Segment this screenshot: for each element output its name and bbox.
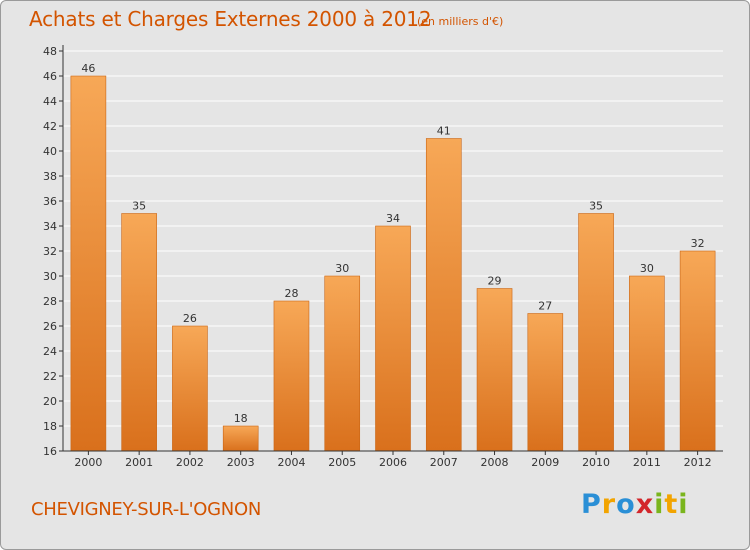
- y-tick-label: 48: [43, 45, 57, 58]
- bar-2008: [476, 288, 513, 452]
- bar-2001: [121, 213, 157, 452]
- x-tick-label: 2005: [328, 456, 356, 469]
- bar-2011: [629, 275, 665, 452]
- bar-2003: [222, 425, 259, 452]
- x-tick-label: 2010: [582, 456, 610, 469]
- x-tick-label: 2007: [430, 456, 458, 469]
- y-tick-label: 36: [43, 195, 57, 208]
- x-tick-label: 2012: [684, 456, 712, 469]
- x-tick-label: 2009: [531, 456, 559, 469]
- logo-letter: o: [616, 489, 636, 520]
- bar-2010: [578, 213, 614, 452]
- proxiti-logo: Proxiti: [581, 489, 689, 520]
- x-tick-label: 2008: [481, 456, 509, 469]
- data-label: 18: [234, 412, 248, 425]
- x-tick-label: 2001: [125, 456, 153, 469]
- logo-letter: t: [664, 489, 679, 520]
- bar-2005: [324, 275, 361, 452]
- y-tick-label: 18: [43, 420, 57, 433]
- x-tick-label: 2000: [74, 456, 102, 469]
- y-tick-label: 44: [43, 95, 57, 108]
- data-label: 28: [284, 287, 298, 300]
- data-label: 41: [437, 125, 451, 138]
- data-label: 35: [589, 200, 603, 213]
- y-tick-label: 34: [43, 220, 57, 233]
- data-label: 29: [488, 275, 502, 288]
- x-tick-label: 2006: [379, 456, 407, 469]
- y-tick-label: 42: [43, 120, 57, 133]
- y-tick-label: 32: [43, 245, 57, 258]
- y-tick-label: 38: [43, 170, 57, 183]
- bar-2007: [425, 138, 462, 452]
- x-tick-label: 2011: [633, 456, 661, 469]
- bar-2006: [375, 225, 411, 452]
- bar-2002: [172, 325, 208, 452]
- bars: [70, 75, 716, 452]
- logo-letter: i: [654, 489, 665, 520]
- data-label: 34: [386, 212, 400, 225]
- logo-letter: x: [635, 489, 655, 520]
- x-tick-label: 2002: [176, 456, 204, 469]
- bar-2000: [70, 75, 107, 452]
- y-tick-label: 22: [43, 370, 57, 383]
- commune-name: CHEVIGNEY-SUR-L'OGNON: [31, 499, 262, 520]
- y-tick-label: 46: [43, 70, 57, 83]
- data-label: 35: [132, 200, 146, 213]
- y-tick-label: 28: [43, 295, 57, 308]
- labels: 16 18 20 22 24 26 28 30 32 34 36 38 40 42 44 46 48 46 2000…: [43, 45, 712, 469]
- data-label: 30: [640, 262, 654, 275]
- axes: [59, 45, 723, 455]
- data-label: 46: [81, 62, 95, 75]
- bar-2009: [527, 313, 564, 452]
- y-tick-label: 30: [43, 270, 57, 283]
- data-label: 30: [335, 262, 349, 275]
- chart-unit-note: (en milliers d'€): [417, 15, 504, 28]
- y-tick-label: 16: [43, 445, 57, 458]
- logo-letter: r: [601, 489, 617, 520]
- y-tick-label: 24: [43, 345, 57, 358]
- y-tick-label: 26: [43, 320, 57, 333]
- chart-title: Achats et Charges Externes 2000 à 2012: [29, 7, 432, 31]
- data-label: 27: [538, 300, 552, 313]
- x-tick-label: 2003: [227, 456, 255, 469]
- bar-2004: [273, 300, 310, 452]
- bar-2012: [679, 250, 716, 452]
- x-tick-label: 2004: [277, 456, 305, 469]
- data-label: 32: [691, 237, 705, 250]
- logo-letter: P: [581, 489, 602, 520]
- logo-letter: i: [678, 489, 689, 520]
- y-tick-label: 40: [43, 145, 57, 158]
- data-label: 26: [183, 312, 197, 325]
- y-tick-label: 20: [43, 395, 57, 408]
